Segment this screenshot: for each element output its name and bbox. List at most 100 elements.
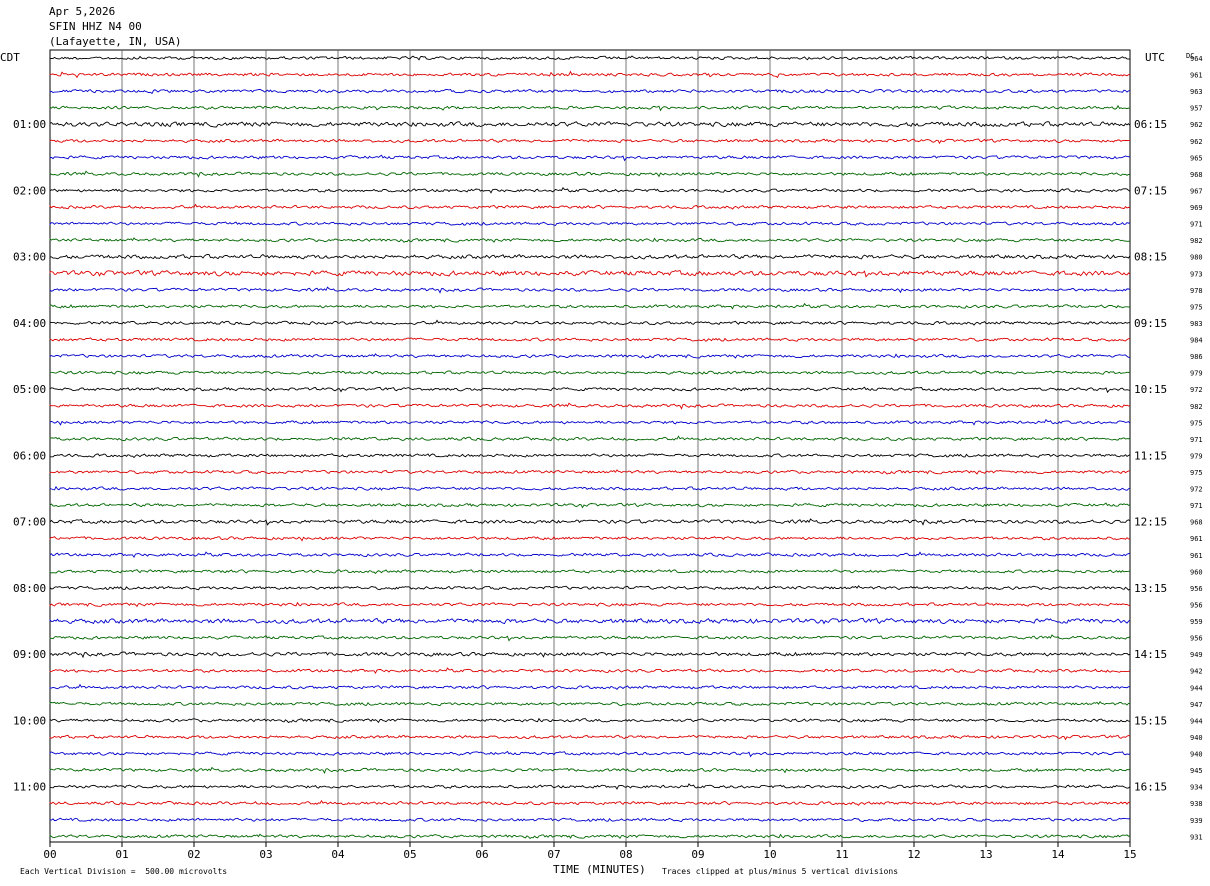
x-axis-title: TIME (MINUTES) (553, 863, 646, 876)
cdt-hour-label: 08:00 (13, 582, 46, 595)
dc-offset-label: 984 (1190, 337, 1203, 345)
dc-offset-label: 945 (1190, 767, 1203, 775)
dc-offset-label: 940 (1190, 734, 1203, 742)
cdt-hour-label: 01:00 (13, 118, 46, 131)
trace-line (49, 319, 1130, 326)
dc-offset-label: 973 (1190, 270, 1203, 278)
dc-offset-label: 972 (1190, 386, 1203, 394)
trace-line (49, 402, 1131, 410)
trace-line (49, 535, 1131, 542)
grid-lines (49, 49, 1131, 847)
utc-hour-label: 08:15 (1134, 251, 1167, 264)
clip-note: Traces clipped at plus/minus 5 vertical … (662, 867, 899, 876)
trace-line (49, 88, 1131, 95)
x-tick-label: 02 (187, 848, 200, 861)
dc-offset-label: 975 (1190, 419, 1203, 427)
dc-offset-label: 964 (1190, 55, 1203, 63)
trace-line (49, 734, 1131, 741)
utc-hour-label: 09:15 (1134, 317, 1167, 330)
x-tick-label: 03 (259, 848, 272, 861)
dc-offset-label: 947 (1190, 701, 1203, 709)
trace-line (49, 651, 1131, 659)
dc-offset-label: 961 (1190, 535, 1203, 543)
trace-line (49, 170, 1131, 178)
trace-line (49, 799, 1131, 806)
x-tick-label: 06 (475, 848, 488, 861)
utc-hour-label: 10:15 (1134, 383, 1167, 396)
trace-line (49, 253, 1131, 260)
dc-offset-label: 949 (1190, 651, 1203, 659)
dc-offset-label: 944 (1190, 684, 1203, 692)
x-tick-label: 00 (43, 848, 56, 861)
x-tick-label: 09 (691, 848, 704, 861)
trace-line (49, 187, 1131, 194)
trace-line (49, 617, 1131, 625)
trace-line (49, 783, 1131, 790)
dc-offset-label: 982 (1190, 403, 1203, 411)
dc-label: DC (1186, 52, 1194, 60)
cdt-hour-label: 03:00 (13, 251, 46, 264)
trace-line (49, 766, 1131, 774)
dc-offset-label: 938 (1190, 800, 1203, 808)
station-location: (Lafayette, IN, USA) (49, 35, 182, 48)
dc-offset-label: 956 (1190, 601, 1203, 609)
dc-offset-label: 961 (1190, 72, 1203, 80)
trace-line (49, 70, 1131, 79)
x-tick-label: 05 (403, 848, 416, 861)
trace-line (49, 269, 1131, 278)
axis-labels: 00 01 02 03 04 05 06 07 08 09 10 11 12 13 14 15 964 961 96… (13, 55, 1203, 861)
trace-line (49, 683, 1131, 691)
cdt-hour-label: 04:00 (13, 317, 46, 330)
dc-offset-label: 978 (1190, 287, 1203, 295)
trace-line (49, 453, 1131, 459)
dc-offset-label: 968 (1190, 171, 1203, 179)
cdt-hour-label: 10:00 (13, 714, 46, 727)
cdt-hour-label: 07:00 (13, 516, 46, 529)
utc-hour-label: 13:15 (1134, 582, 1167, 595)
trace-line (49, 469, 1131, 475)
seismic-traces (49, 55, 1131, 840)
dc-offset-label: 980 (1190, 254, 1203, 262)
utc-hour-label: 07:15 (1134, 184, 1167, 197)
utc-hour-label: 11:15 (1134, 449, 1167, 462)
trace-line (49, 833, 1131, 840)
trace-line (49, 104, 1131, 112)
utc-hour-label: 06:15 (1134, 118, 1167, 131)
dc-offset-label: 986 (1190, 353, 1203, 361)
trace-line (49, 601, 1131, 608)
x-tick-label: 13 (979, 848, 992, 861)
dc-offset-label: 939 (1190, 817, 1203, 825)
trace-line (49, 237, 1131, 243)
dc-offset-label: 979 (1190, 452, 1203, 460)
trace-line (49, 634, 1131, 642)
trace-line (49, 418, 1131, 426)
dc-offset-label: 944 (1190, 717, 1203, 725)
trace-line (49, 121, 1131, 128)
trace-line (49, 569, 1130, 575)
x-tick-label: 04 (331, 848, 345, 861)
dc-offset-label: 942 (1190, 668, 1203, 676)
dc-offset-label: 965 (1190, 154, 1203, 162)
cdt-hour-label: 02:00 (13, 184, 46, 197)
utc-hour-label: 14:15 (1134, 648, 1167, 661)
trace-line (49, 750, 1131, 758)
trace-line (49, 435, 1131, 442)
x-tick-label: 15 (1123, 848, 1136, 861)
dc-offset-label: 960 (1190, 568, 1203, 576)
dc-offset-label: 956 (1190, 585, 1203, 593)
dc-offset-label: 975 (1190, 469, 1203, 477)
utc-hour-label: 12:15 (1134, 516, 1167, 529)
x-tick-label: 01 (115, 848, 128, 861)
trace-line (49, 370, 1131, 375)
x-tick-label: 14 (1051, 848, 1065, 861)
right-axis-title: UTC (1145, 51, 1165, 64)
station-code: SFIN HHZ N4 00 (49, 20, 142, 33)
dc-offset-label: 971 (1190, 221, 1203, 229)
dc-offset-label: 975 (1190, 303, 1203, 311)
trace-line (49, 154, 1131, 162)
dc-offset-label: 968 (1190, 519, 1203, 527)
x-tick-label: 08 (619, 848, 632, 861)
trace-line (49, 502, 1131, 509)
trace-line (49, 55, 1131, 61)
dc-offset-label: 967 (1190, 187, 1203, 195)
